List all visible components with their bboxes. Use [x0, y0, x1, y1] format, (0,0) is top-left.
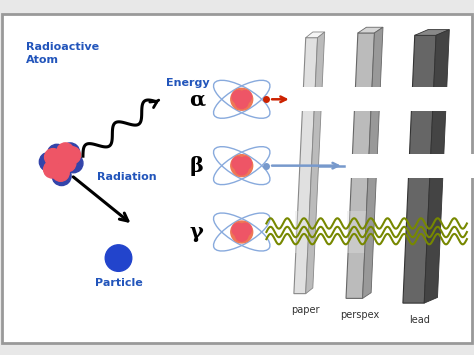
Text: γ: γ [190, 222, 204, 242]
Polygon shape [346, 33, 374, 298]
Polygon shape [424, 29, 449, 303]
Circle shape [64, 147, 81, 164]
Circle shape [232, 91, 245, 103]
FancyBboxPatch shape [2, 14, 472, 343]
Text: perspex: perspex [341, 310, 380, 320]
Circle shape [236, 96, 248, 109]
Circle shape [52, 166, 71, 186]
Circle shape [239, 223, 251, 236]
Circle shape [232, 157, 245, 170]
Polygon shape [294, 38, 318, 294]
Circle shape [236, 229, 248, 241]
Text: β: β [190, 155, 204, 176]
Polygon shape [306, 32, 325, 294]
Polygon shape [363, 27, 383, 298]
Bar [295, 211, 311, 253]
Circle shape [231, 221, 253, 243]
Bar [295, 87, 461, 111]
Text: Radiation: Radiation [97, 173, 157, 182]
Text: α: α [189, 89, 205, 109]
Text: Energy: Energy [166, 78, 210, 88]
Polygon shape [358, 27, 383, 33]
Circle shape [59, 155, 76, 172]
Bar [347, 211, 368, 253]
Circle shape [57, 143, 74, 160]
Circle shape [231, 155, 253, 176]
Circle shape [39, 152, 58, 171]
Polygon shape [403, 35, 436, 303]
Circle shape [50, 157, 69, 176]
Circle shape [231, 88, 253, 110]
Circle shape [64, 154, 83, 173]
Circle shape [45, 149, 62, 166]
Polygon shape [415, 29, 449, 35]
Bar [347, 154, 474, 178]
Text: Radioactive
Atom: Radioactive Atom [26, 42, 99, 65]
Text: Particle: Particle [95, 278, 142, 289]
Circle shape [232, 223, 245, 236]
Polygon shape [306, 32, 325, 38]
Text: paper: paper [292, 306, 320, 316]
Circle shape [239, 91, 251, 103]
Circle shape [52, 164, 69, 181]
Text: lead: lead [409, 315, 430, 325]
Circle shape [61, 143, 80, 162]
Circle shape [239, 157, 251, 170]
Circle shape [236, 162, 248, 175]
Circle shape [47, 144, 66, 163]
Circle shape [105, 245, 132, 271]
Circle shape [44, 161, 61, 178]
